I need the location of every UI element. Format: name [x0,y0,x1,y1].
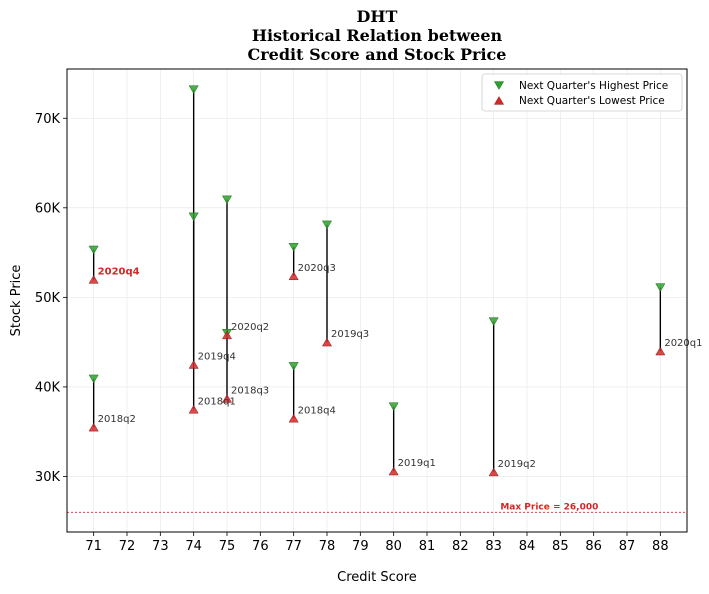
legend-low-label: Next Quarter's Lowest Price [519,95,665,107]
x-tick-label: 82 [452,539,469,554]
low-price-marker [488,467,499,477]
price-markers [88,85,666,477]
x-tick-label: 72 [119,539,136,554]
grid [67,69,687,532]
x-axis-label: Credit Score [337,570,417,585]
point-annotations: 2020q4 2018q2 2019q4 2018q1 2020q2 2018q3 2020… [98,263,703,470]
high-price-marker [488,317,499,326]
x-tick-label: 86 [585,539,602,554]
x-tick-label: 81 [419,539,436,554]
high-price-marker [88,245,99,255]
y-tick-label: 40K [35,380,61,395]
x-tick-label: 80 [385,539,402,554]
low-price-marker [221,394,233,403]
low-price-marker [388,466,399,476]
y-axis-ticks: 30K 40K 50K 60K 70K [35,112,67,485]
high-price-marker [321,220,333,230]
x-tick-label: 77 [285,539,302,554]
low-price-marker [655,346,666,356]
point-label: 2019q3 [331,329,369,340]
y-axis-label: Stock Price [9,265,24,337]
point-label: 2020q4 [98,266,140,277]
point-label: 2018q1 [198,396,236,407]
x-axis-ticks: 71 72 73 74 75 76 77 78 79 80 81 82 83 84 85 86 87 88 [85,532,669,554]
high-price-marker [88,374,99,384]
y-tick-label: 60K [35,201,61,216]
high-price-marker [288,243,299,252]
max-price-label: Max Price = 26,000 [500,502,598,512]
high-price-marker [221,195,233,205]
legend-high-marker [493,81,505,90]
y-tick-label: 70K [35,112,61,127]
point-label: 2020q1 [664,338,702,349]
chart-title-line: DHT [357,7,398,26]
x-tick-label: 78 [319,539,336,554]
legend: Next Quarter's Highest Price Next Quarter… [481,73,683,112]
x-tick-label: 75 [219,539,236,554]
low-price-marker [221,330,233,340]
x-tick-label: 79 [352,539,369,554]
low-price-marker [188,360,199,369]
x-tick-label: 83 [485,539,502,554]
high-price-marker [188,212,199,222]
x-tick-label: 71 [85,539,102,554]
legend-box [481,73,683,112]
x-tick-label: 85 [552,539,569,554]
high-price-marker [288,362,299,371]
x-tick-label: 88 [652,539,669,554]
chart-title-line: Historical Relation between [252,26,503,45]
point-label: 2019q2 [498,459,536,470]
low-price-marker [288,271,299,281]
point-label: 2018q3 [231,386,269,397]
x-tick-label: 73 [152,539,169,554]
high-price-marker [655,283,666,292]
x-tick-label: 76 [252,539,269,554]
low-price-marker [321,337,333,347]
y-tick-label: 50K [35,291,61,306]
legend-low-marker [493,96,505,105]
x-tick-label: 74 [185,539,202,554]
point-label: 2020q2 [231,322,269,333]
low-price-marker [88,422,99,432]
legend-high-label: Next Quarter's Highest Price [519,80,668,92]
point-label: 2018q2 [98,414,136,425]
x-tick-label: 87 [619,539,636,554]
plot-frame [66,68,688,533]
high-price-marker [388,402,399,412]
low-price-marker [188,404,199,414]
x-tick-label: 84 [519,539,536,554]
high-price-marker [188,85,199,95]
y-tick-label: 30K [35,470,61,485]
reference-line-group: Max Price = 26,000 [67,502,687,513]
point-label: 2019q1 [398,458,436,469]
chart-title-line: Credit Score and Stock Price [248,45,507,64]
point-label: 2018q4 [298,405,336,416]
low-price-marker [88,275,99,284]
low-price-marker [288,413,299,423]
price-range-lines [92,89,662,472]
point-label: 2020q3 [298,263,336,274]
point-label: 2019q4 [198,352,236,363]
